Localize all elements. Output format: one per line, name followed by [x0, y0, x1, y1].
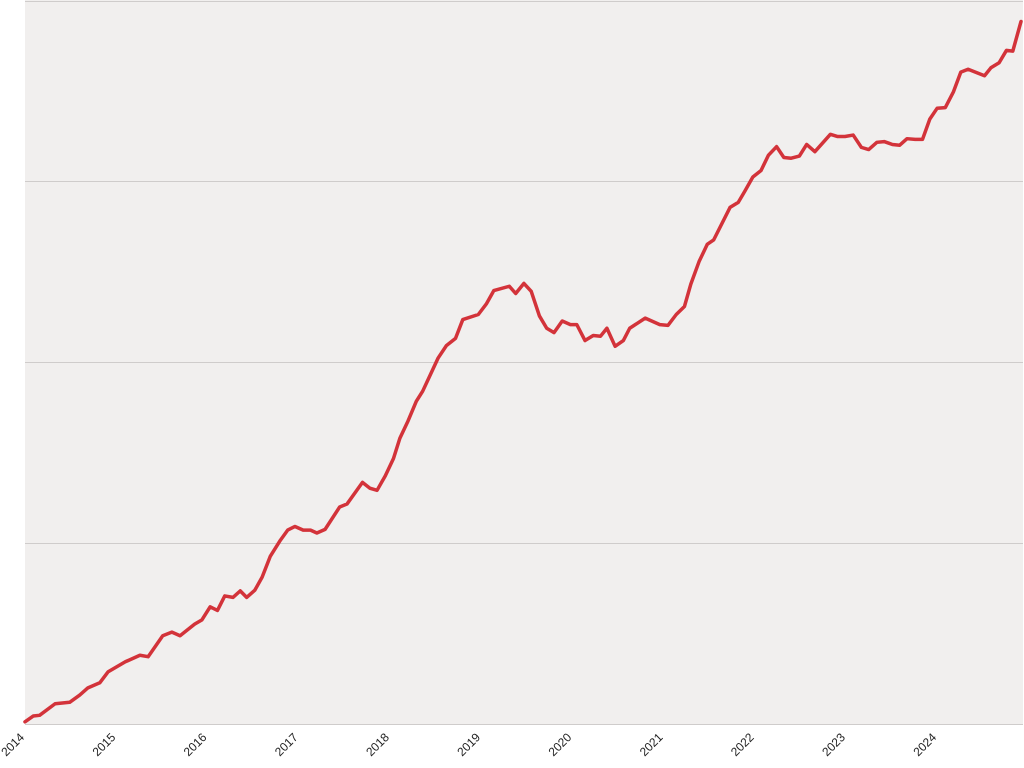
x-tick-label: 2022 [728, 730, 757, 759]
x-tick-label: 2019 [454, 730, 483, 759]
x-tick-label: 2024 [910, 730, 939, 759]
x-tick-label: 2021 [637, 730, 666, 759]
x-tick-label: 2023 [819, 730, 848, 759]
x-tick-label: 2017 [272, 730, 301, 759]
x-tick-label: 2018 [363, 730, 392, 759]
x-tick-label: 2020 [546, 730, 575, 759]
x-tick-label: 2014 [0, 730, 27, 759]
data-line [23, 19, 1023, 724]
x-tick-label: 2016 [181, 730, 210, 759]
x-tick-label: 2015 [90, 730, 119, 759]
